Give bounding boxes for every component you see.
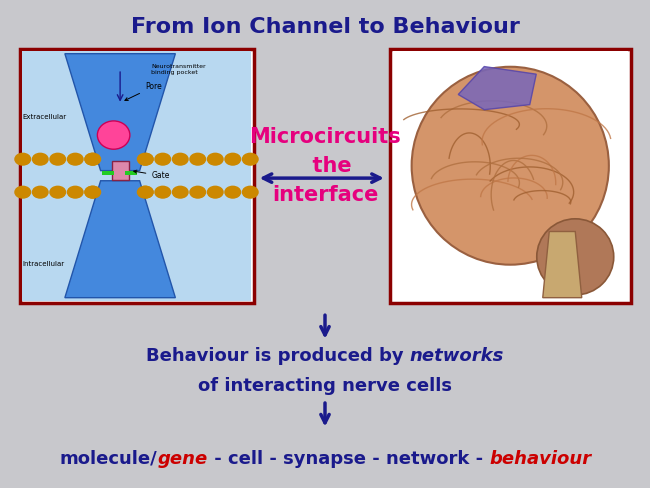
Circle shape (137, 186, 153, 198)
Text: gene: gene (157, 450, 207, 468)
Circle shape (207, 186, 223, 198)
Circle shape (155, 186, 170, 198)
Circle shape (32, 153, 48, 165)
Bar (125, 171, 137, 175)
Circle shape (120, 153, 136, 165)
Circle shape (85, 186, 101, 198)
Text: - cell - synapse - network -: - cell - synapse - network - (207, 450, 489, 468)
Polygon shape (543, 231, 582, 298)
Text: networks: networks (410, 347, 504, 365)
Circle shape (103, 153, 118, 165)
Circle shape (155, 153, 170, 165)
Polygon shape (65, 181, 176, 298)
Circle shape (103, 186, 118, 198)
Circle shape (190, 153, 205, 165)
Circle shape (68, 153, 83, 165)
Circle shape (225, 186, 240, 198)
Circle shape (137, 153, 153, 165)
Text: interface: interface (272, 185, 378, 205)
Circle shape (137, 186, 153, 198)
Bar (102, 171, 114, 175)
Text: Gate: Gate (134, 170, 170, 180)
Circle shape (172, 153, 188, 165)
Text: Microcircuits: Microcircuits (249, 127, 401, 146)
Bar (112, 161, 129, 180)
Polygon shape (65, 54, 176, 171)
Ellipse shape (98, 121, 130, 149)
Text: Intracellular: Intracellular (23, 262, 65, 267)
Bar (390, 49, 630, 303)
Text: From Ion Channel to Behaviour: From Ion Channel to Behaviour (131, 17, 519, 37)
Text: of interacting nerve cells: of interacting nerve cells (198, 377, 452, 394)
Circle shape (50, 153, 66, 165)
Text: the: the (298, 156, 352, 176)
Circle shape (207, 153, 223, 165)
Circle shape (120, 186, 136, 198)
Bar (393, 51, 628, 301)
Text: Behaviour is produced by: Behaviour is produced by (146, 347, 410, 365)
Circle shape (242, 153, 258, 165)
Text: Neurotransmitter
binding pocket: Neurotransmitter binding pocket (151, 64, 206, 75)
Circle shape (85, 153, 101, 165)
Circle shape (225, 153, 240, 165)
Text: Pore: Pore (125, 82, 162, 101)
Circle shape (15, 186, 31, 198)
Ellipse shape (411, 67, 609, 264)
Circle shape (85, 153, 101, 165)
Circle shape (68, 186, 83, 198)
Text: molecule/: molecule/ (60, 450, 157, 468)
Circle shape (172, 186, 188, 198)
Circle shape (15, 153, 31, 165)
Circle shape (190, 186, 205, 198)
Circle shape (85, 186, 101, 198)
Circle shape (137, 153, 153, 165)
Text: Extracellular: Extracellular (23, 114, 67, 121)
Circle shape (242, 186, 258, 198)
Ellipse shape (537, 219, 614, 295)
Circle shape (32, 186, 48, 198)
Text: behaviour: behaviour (489, 450, 591, 468)
Bar (22, 51, 251, 301)
Circle shape (50, 186, 66, 198)
Polygon shape (458, 66, 536, 110)
Bar (20, 49, 254, 303)
